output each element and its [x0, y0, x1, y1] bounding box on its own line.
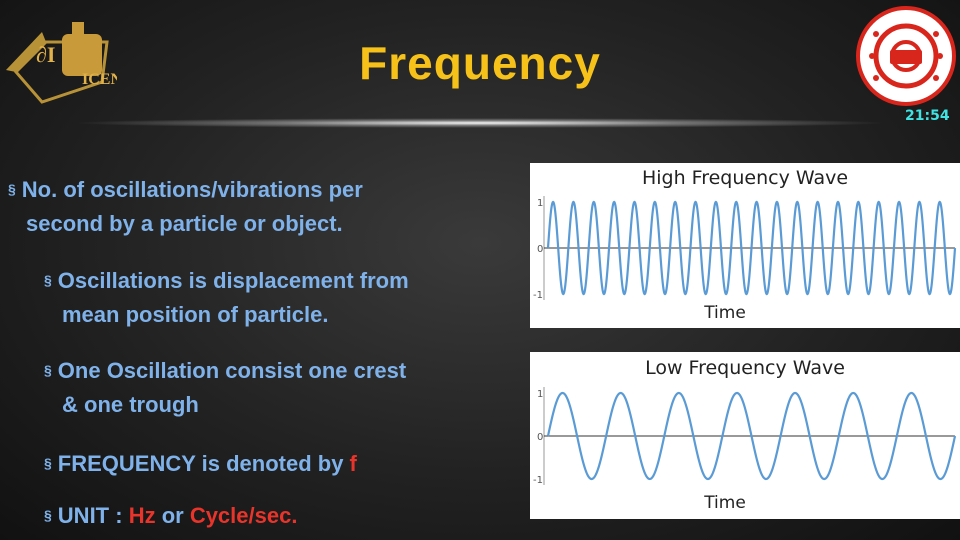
y-tick-label: 0	[537, 244, 543, 255]
bullet-one-oscillation: § One Oscillation consist one crest & one…	[44, 353, 534, 422]
unit-hz: Hz	[128, 503, 156, 528]
high-frequency-plot: 1 0 -1	[533, 196, 957, 301]
square-bullet-icon: §	[44, 455, 52, 471]
bullet-oscillations: § Oscillations is displacement from mean …	[44, 263, 534, 332]
slide-title: Frequency	[359, 37, 601, 89]
bullet-3-line-1: One Oscillation consist one crest	[57, 358, 407, 383]
y-tick-label: -1	[533, 290, 543, 301]
bullet-1-line-2: second by a particle or object.	[26, 211, 343, 236]
bullet-5-prefix: UNIT :	[57, 503, 129, 528]
y-tick-label: 1	[537, 198, 543, 209]
bullet-2-line-2: mean position of particle.	[62, 302, 329, 327]
indian-railways-logo-icon	[856, 6, 956, 106]
y-tick-label: 0	[537, 432, 543, 443]
y-tick-label: 1	[537, 389, 543, 400]
bullet-unit: § UNIT : Hz or Cycle/sec.	[44, 498, 534, 533]
title-divider-glow	[70, 118, 890, 128]
bullet-2-line-1: Oscillations is displacement from	[57, 268, 409, 293]
left-logo-icon: ICEN ∂I	[6, 22, 117, 104]
sine-wave-series	[546, 200, 957, 296]
bullet-1-line-1: No. of oscillations/vibrations per	[21, 177, 363, 202]
square-bullet-icon: §	[44, 362, 52, 378]
square-bullet-icon: §	[44, 272, 52, 288]
frequency-symbol: f	[349, 451, 357, 476]
unit-cycle-per-sec: Cycle/sec.	[189, 503, 298, 528]
svg-text:ICEN: ICEN	[82, 71, 117, 88]
bullet-5-or: or	[155, 503, 190, 528]
low-frequency-plot: 1 0 -1	[533, 387, 957, 486]
high-frequency-chart: High Frequency Wave 1 0 -1 Time	[530, 163, 960, 328]
x-axis-label: Time	[704, 493, 746, 513]
low-frequency-chart: Low Frequency Wave 1 0 -1 Time	[530, 352, 960, 519]
bullet-definition: § No. of oscillations/vibrations per seco…	[8, 172, 518, 241]
y-tick-label: -1	[533, 475, 543, 486]
chart-title: High Frequency Wave	[641, 167, 849, 189]
square-bullet-icon: §	[44, 507, 52, 523]
svg-text:∂I: ∂I	[36, 42, 55, 67]
bullet-3-line-2: & one trough	[62, 392, 199, 417]
square-bullet-icon: §	[8, 181, 16, 197]
x-axis-label: Time	[704, 303, 746, 323]
bullet-frequency-symbol: § FREQUENCY is denoted by f	[44, 446, 534, 481]
sine-wave-series	[546, 391, 957, 481]
clock-time: 21:54	[905, 108, 950, 124]
bullet-4-text: FREQUENCY is denoted by	[57, 451, 350, 476]
chart-title: Low Frequency Wave	[645, 357, 845, 379]
